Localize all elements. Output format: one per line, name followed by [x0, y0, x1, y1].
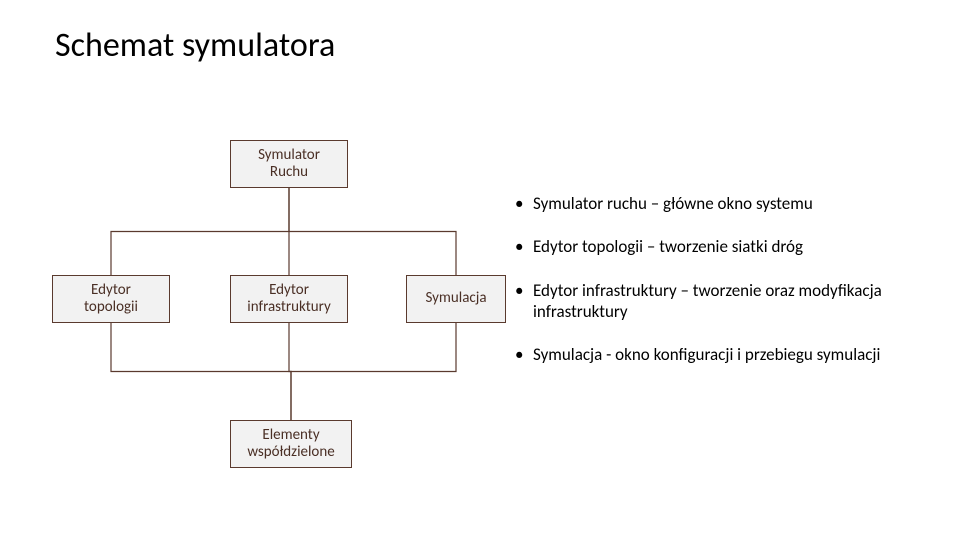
diagram-node-infra: Edytorinfrastruktury [230, 275, 348, 323]
diagram-node-root: SymulatorRuchu [230, 140, 348, 188]
bullet-item: Symulator ruchu – główne okno systemu [515, 193, 935, 214]
diagram-node-sim: Symulacja [406, 275, 506, 323]
bullet-item: Edytor infrastruktury – tworzenie oraz m… [515, 280, 935, 323]
slide-title: Schemat symulatora [55, 25, 335, 66]
diagram-node-topo: Edytortopologii [52, 275, 170, 323]
diagram-area: SymulatorRuchu Edytortopologii Edytorinfra… [40, 140, 500, 520]
bullet-list: Symulator ruchu – główne okno systemu Ed… [515, 193, 935, 387]
bullet-item: Edytor topologii – tworzenie siatki dróg [515, 236, 935, 257]
slide: Schemat symulatora SymulatorRuchu Edytort… [0, 0, 960, 540]
diagram-node-shared: Elementywspółdzielone [230, 420, 352, 468]
bullet-item: Symulacja - okno konfiguracji i przebieg… [515, 344, 935, 365]
